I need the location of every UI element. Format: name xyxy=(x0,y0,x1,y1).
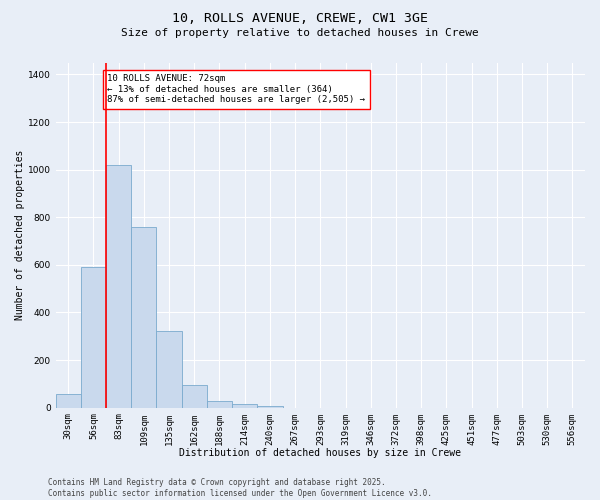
Bar xyxy=(81,267,106,408)
Bar xyxy=(207,401,232,407)
Bar xyxy=(182,385,207,407)
Bar xyxy=(257,406,283,408)
Bar xyxy=(131,226,157,408)
Y-axis label: Number of detached properties: Number of detached properties xyxy=(15,150,25,320)
X-axis label: Distribution of detached houses by size in Crewe: Distribution of detached houses by size … xyxy=(179,448,461,458)
Bar xyxy=(232,404,257,407)
Text: Contains HM Land Registry data © Crown copyright and database right 2025.
Contai: Contains HM Land Registry data © Crown c… xyxy=(48,478,432,498)
Text: 10 ROLLS AVENUE: 72sqm
← 13% of detached houses are smaller (364)
87% of semi-de: 10 ROLLS AVENUE: 72sqm ← 13% of detached… xyxy=(107,74,365,104)
Text: Size of property relative to detached houses in Crewe: Size of property relative to detached ho… xyxy=(121,28,479,38)
Bar xyxy=(56,394,81,407)
Text: 10, ROLLS AVENUE, CREWE, CW1 3GE: 10, ROLLS AVENUE, CREWE, CW1 3GE xyxy=(172,12,428,26)
Bar xyxy=(106,165,131,408)
Bar xyxy=(157,332,182,407)
